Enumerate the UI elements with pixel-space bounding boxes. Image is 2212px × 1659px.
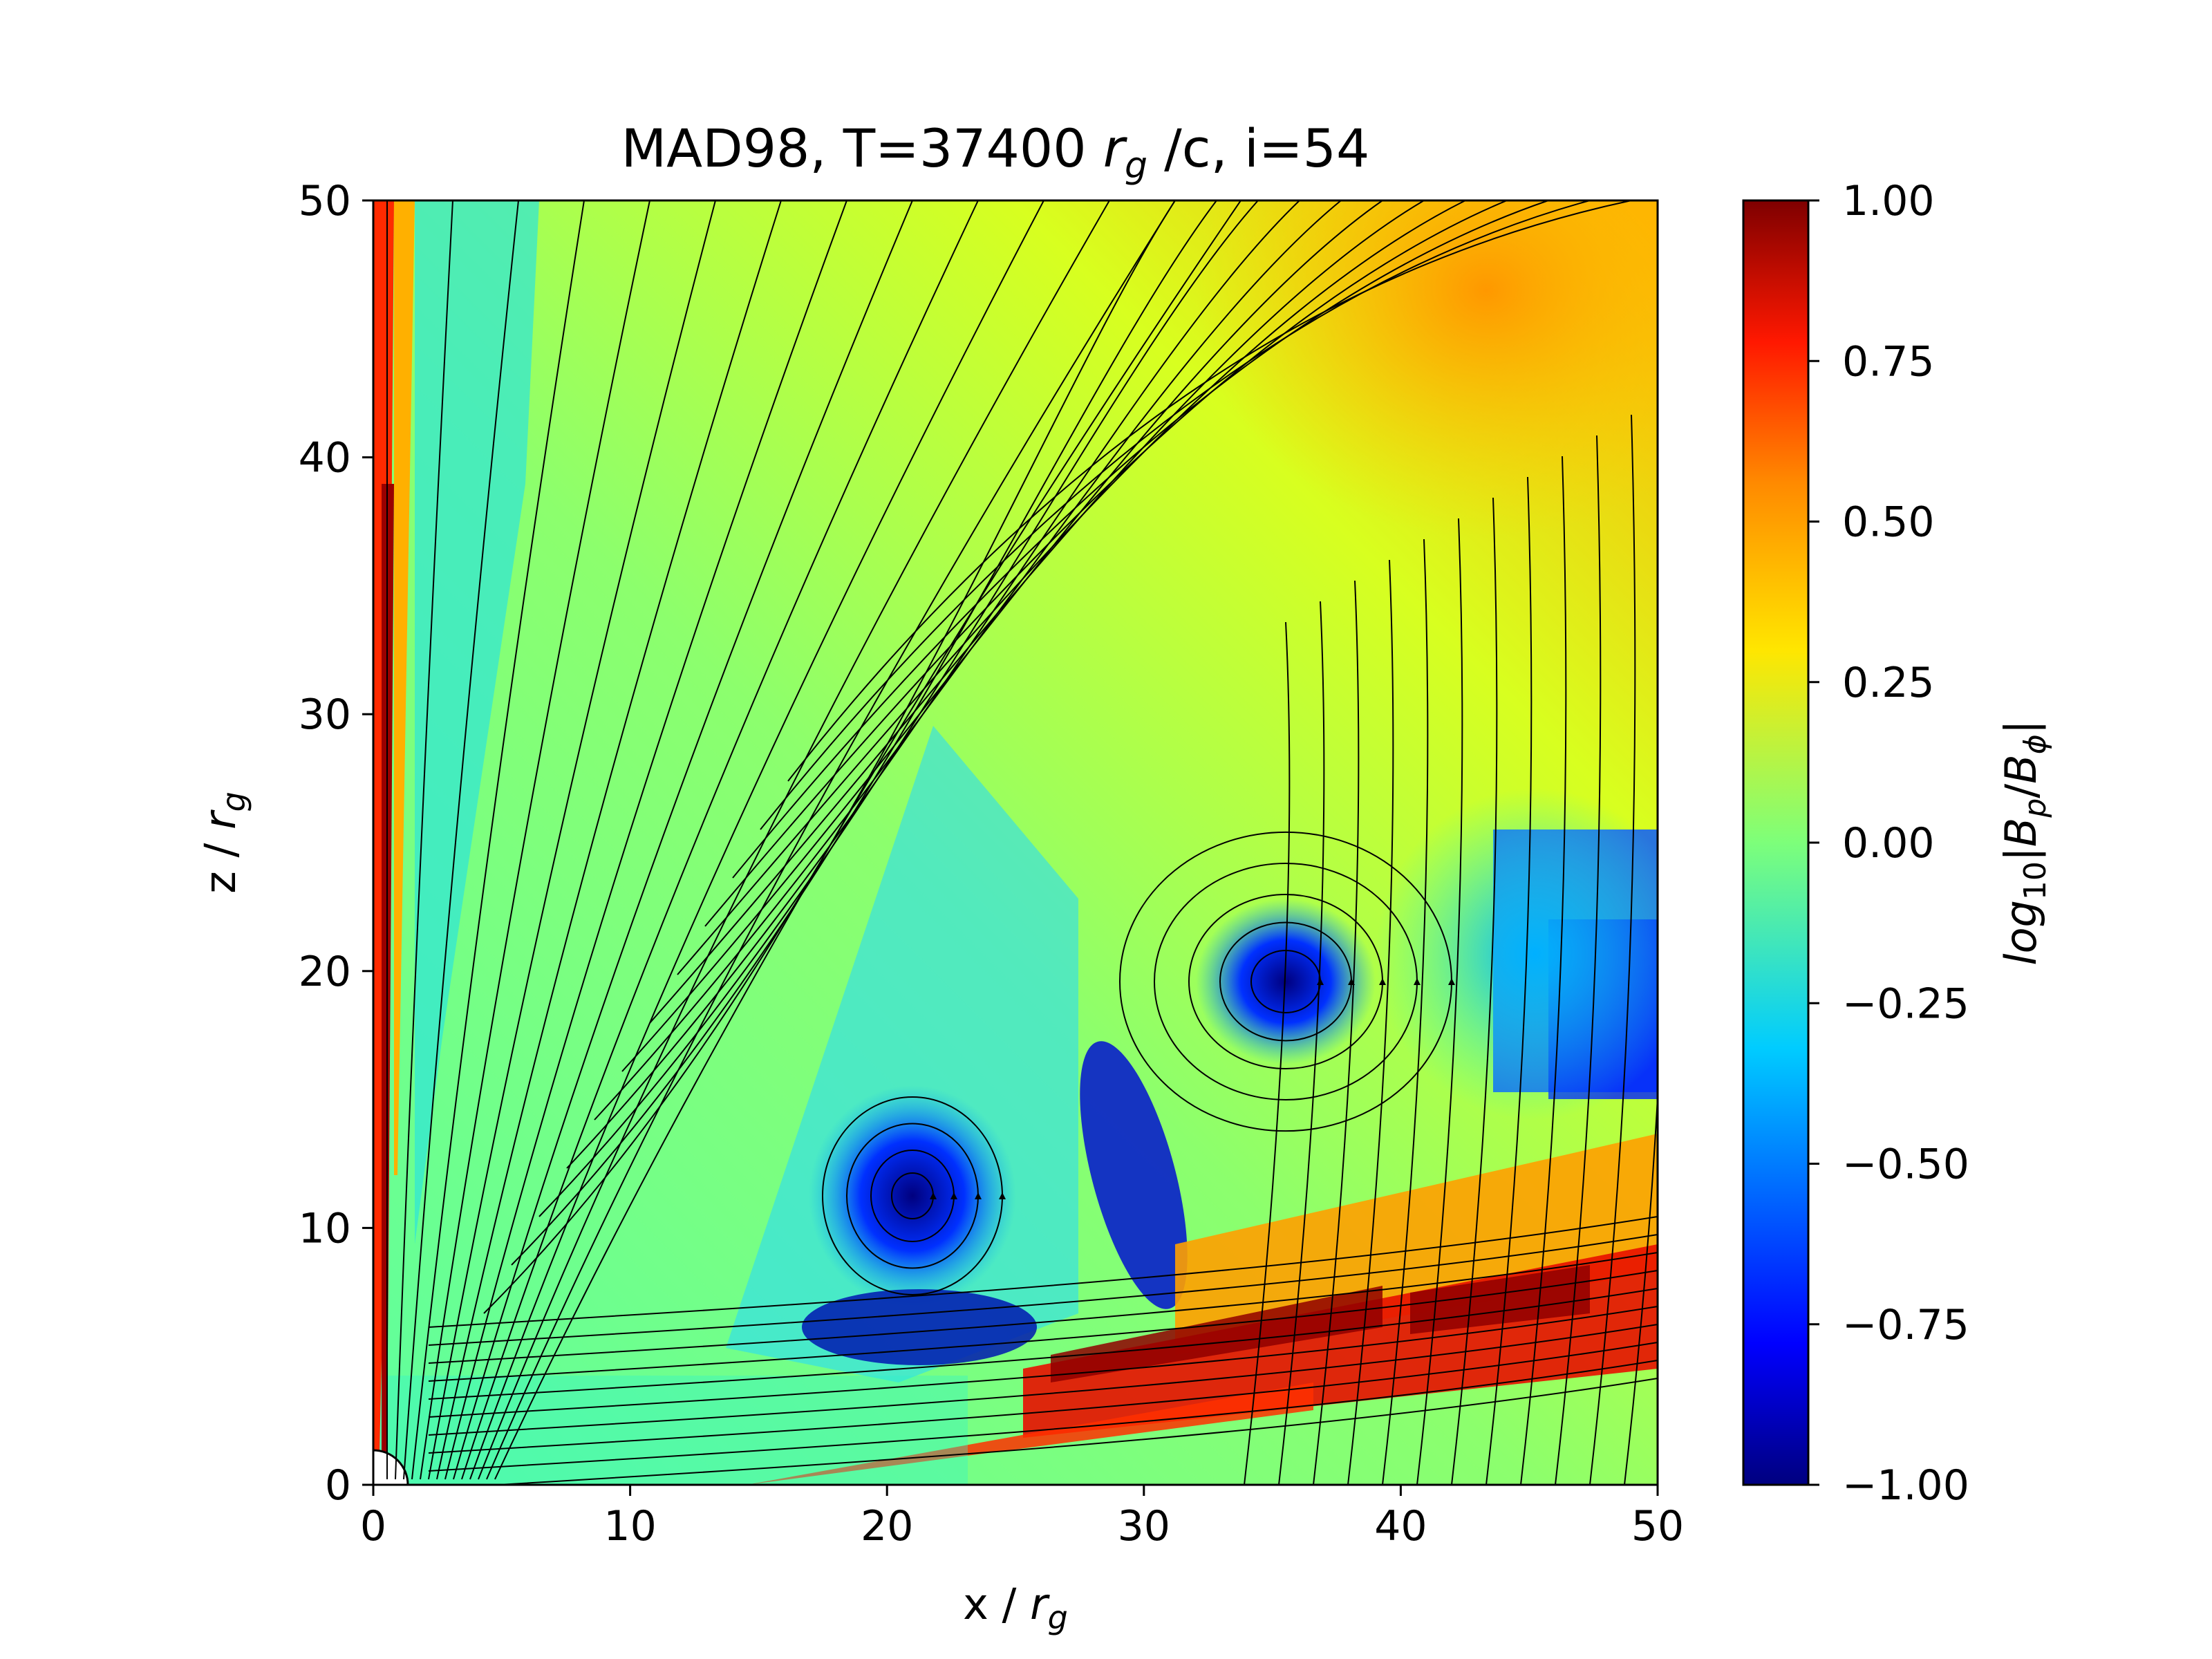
streamline: [436, 200, 782, 1480]
chart-title: MAD98, T=37400 rg /c, i=54: [621, 118, 1370, 187]
y-tick-label: 0: [325, 1461, 351, 1510]
colorbar-tick-label: 0.50: [1842, 498, 1935, 547]
streamline: [486, 200, 1176, 1480]
streamline: [1624, 1085, 1658, 1485]
y-axis-label: z / rg: [195, 791, 252, 894]
streamline: [538, 200, 1259, 1217]
streamline: [1485, 476, 1533, 1485]
y-tick-label: 30: [299, 691, 351, 739]
streamline: [1313, 580, 1360, 1485]
streamline: [395, 200, 453, 1480]
streamline: [594, 200, 1342, 1121]
streamline: [428, 1216, 1658, 1328]
streamline: [428, 1324, 1658, 1436]
y-tick-label: 10: [299, 1204, 351, 1253]
streamline: [760, 200, 1591, 830]
x-tick-label: 10: [603, 1502, 656, 1550]
colorbar-tick-label: −1.00: [1842, 1461, 1969, 1510]
x-tick-label: 50: [1631, 1502, 1684, 1550]
colorbar-tick-label: −0.50: [1842, 1141, 1969, 1189]
plot-frame: [372, 199, 1659, 1486]
heatmap-field: [373, 200, 1658, 1485]
colorbar: 1.00 0.75 0.50 0.25 0.00 −0.25 −0.50 −0.75 −1.00…: [1742, 177, 2053, 1510]
streamline: [1382, 538, 1429, 1485]
streamline: [428, 1306, 1658, 1418]
colorbar-tick-label: 1.00: [1842, 177, 1935, 225]
streamline: [566, 200, 1300, 1169]
streamline: [1154, 863, 1421, 1100]
streamline: [469, 200, 1044, 1480]
x-axis-label: x / rg: [963, 1579, 1068, 1636]
streamline: [891, 1172, 937, 1219]
streamline: [453, 200, 913, 1480]
streamline: [428, 1288, 1658, 1400]
streamline: [403, 200, 519, 1480]
streamline: [846, 1123, 982, 1269]
colorbar-tick-label: −0.75: [1842, 1301, 1969, 1349]
streamline: [428, 1270, 1658, 1382]
x-tick-label: 40: [1374, 1502, 1427, 1550]
streamline: [621, 200, 1383, 1072]
x-tick-label: 20: [861, 1502, 913, 1550]
streamline: [444, 200, 847, 1480]
x-axis: 0 10 20 30 40 50: [360, 1485, 1684, 1550]
streamline: [1188, 894, 1386, 1069]
streamline: [428, 1342, 1658, 1454]
y-axis: 0 10 20 30 40 50: [299, 177, 373, 1510]
streamline: [704, 200, 1508, 927]
streamline: [411, 200, 585, 1480]
streamline: [870, 1150, 957, 1242]
streamline: [1244, 621, 1291, 1485]
streamline: [649, 200, 1425, 1024]
streamline: [1416, 518, 1463, 1485]
streamline: [677, 200, 1466, 975]
streamline: [732, 200, 1549, 879]
streamline: [420, 200, 650, 1480]
streamline: [428, 200, 716, 1480]
x-tick-label: 0: [360, 1502, 386, 1550]
streamline: [787, 200, 1632, 782]
colorbar-tick-label: 0.75: [1842, 337, 1935, 386]
colorbar-tick-label: 0.25: [1842, 659, 1935, 707]
streamline: [428, 1234, 1658, 1346]
streamline: [478, 200, 1110, 1480]
streamline: [487, 1378, 1658, 1485]
streamline: [428, 1252, 1658, 1364]
y-tick-label: 50: [299, 177, 351, 225]
streamline: [1119, 832, 1455, 1132]
colorbar-label: log10|Bp/Bϕ|: [1996, 720, 2053, 965]
y-tick-label: 20: [299, 948, 351, 996]
streamline: [1520, 456, 1567, 1485]
colorbar-tick-label: 0.00: [1842, 819, 1935, 868]
streamline: [822, 1096, 1006, 1295]
colorbar-tick-label: −0.25: [1842, 980, 1969, 1028]
streamline: [461, 200, 979, 1480]
streamline: [1555, 435, 1602, 1485]
streamline: [1219, 921, 1355, 1042]
y-tick-label: 40: [299, 434, 351, 482]
streamline: [1250, 950, 1324, 1013]
x-tick-label: 30: [1118, 1502, 1170, 1550]
streamlines: [386, 200, 1658, 1485]
streamline: [428, 1360, 1658, 1472]
